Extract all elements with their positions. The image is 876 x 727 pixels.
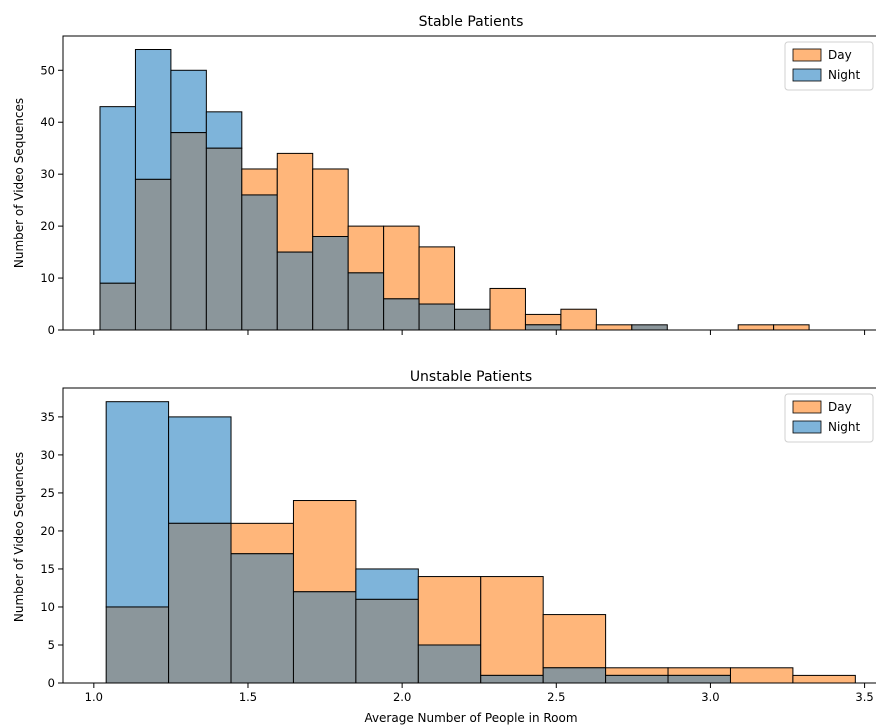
unstable-patients-panel: Unstable Patients Number of Video Sequen…	[12, 369, 876, 725]
histogram-bar-top	[105, 401, 170, 608]
histogram-bar-overlap	[383, 298, 420, 331]
histogram-bar-top	[355, 568, 419, 600]
histogram-bar-overlap	[134, 178, 172, 331]
histogram-bar-top	[170, 69, 207, 134]
histogram-bar-overlap	[347, 272, 385, 331]
y-tick-label: 0	[48, 676, 55, 690]
histogram-bar-top	[729, 667, 794, 684]
histogram-bar-top	[99, 106, 136, 284]
legend: Day Night	[784, 393, 874, 443]
histogram-bar-overlap	[276, 251, 314, 331]
stable-patients-panel: Stable Patients Number of Video Sequence…	[12, 14, 876, 337]
chart-title: Unstable Patients	[410, 369, 532, 385]
tick-layer: 0 5 10 15 20 25 30 35 1.0 1.5 2.0 2.5 3.0 3.5	[40, 410, 873, 704]
histogram-bar-overlap	[355, 598, 419, 684]
histogram-bar-top	[168, 416, 232, 524]
y-tick-label: 50	[40, 63, 55, 77]
chart-title: Stable Patients	[419, 14, 524, 30]
legend-swatch-night	[792, 68, 822, 82]
histogram-bar-top	[205, 111, 243, 149]
legend-label-day: Day	[828, 400, 852, 414]
histogram-bar-overlap	[230, 553, 294, 684]
histogram-bar-overlap	[99, 282, 136, 331]
y-tick-label: 25	[40, 486, 55, 500]
histogram-bar-overlap	[418, 303, 456, 331]
y-tick-label: 20	[40, 219, 55, 233]
histogram-bar-top	[276, 152, 314, 253]
legend-swatch-day	[792, 48, 822, 62]
histogram-bar-overlap	[480, 674, 544, 684]
histogram-bar-overlap	[105, 606, 170, 684]
histogram-bar-overlap	[524, 324, 562, 331]
histogram-bar-overlap	[631, 324, 668, 331]
x-tick-label: 3.0	[701, 690, 719, 704]
histogram-bar-top	[134, 49, 172, 180]
y-axis-label: Number of Video Sequences	[12, 98, 26, 268]
y-tick-label: 30	[40, 448, 55, 462]
plot-frame	[62, 35, 876, 331]
y-tick-label: 40	[40, 115, 55, 129]
histogram-bar-top	[480, 576, 544, 676]
y-tick-label: 10	[40, 600, 55, 614]
histogram-bar-top	[792, 674, 856, 684]
bar-layer	[105, 401, 856, 684]
histogram-bar-overlap	[417, 644, 482, 684]
histogram-bar-overlap	[542, 667, 607, 684]
y-tick-label: 35	[40, 410, 55, 424]
histogram-bar-top	[524, 313, 562, 326]
bar-layer	[99, 49, 810, 331]
histogram-bar-top	[383, 225, 420, 300]
x-axis-label: Average Number of People in Room	[364, 711, 577, 725]
x-tick-label: 1.5	[239, 690, 257, 704]
histogram-bar-overlap	[312, 236, 349, 331]
x-tick-label: 2.0	[393, 690, 411, 704]
histogram-bar-overlap	[454, 308, 491, 331]
y-axis-label: Number of Video Sequences	[12, 452, 26, 622]
histogram-bar-top	[773, 324, 810, 331]
y-tick-label: 0	[48, 323, 55, 337]
x-tick-label: 1.0	[85, 690, 103, 704]
y-tick-label: 30	[40, 167, 55, 181]
x-tick-label: 3.5	[855, 690, 873, 704]
histogram-bar-top	[292, 500, 357, 593]
legend-label-night: Night	[828, 68, 861, 82]
histogram-bar-overlap	[292, 591, 357, 684]
histogram-bar-top	[595, 324, 633, 331]
legend: Day Night	[784, 41, 874, 91]
histogram-bar-overlap	[241, 194, 278, 331]
histogram-bar-top	[417, 576, 482, 646]
histogram-bar-top	[737, 324, 775, 331]
y-tick-label: 10	[40, 271, 55, 285]
y-tick-label: 15	[40, 562, 55, 576]
legend-swatch-day	[792, 400, 822, 414]
histogram-bar-overlap	[170, 132, 207, 331]
legend-swatch-night	[792, 420, 822, 434]
histogram-bar-top	[418, 246, 456, 305]
histogram-bar-top	[241, 168, 278, 196]
histogram-bar-top	[605, 667, 669, 676]
plot-frame	[62, 387, 876, 684]
legend-label-night: Night	[828, 420, 861, 434]
x-tick-label: 2.5	[547, 690, 565, 704]
histogram-bar-top	[312, 168, 349, 238]
histogram-bar-overlap	[168, 522, 232, 684]
tick-layer: 0 10 20 30 40 50	[40, 63, 866, 337]
histogram-bar-top	[347, 225, 385, 274]
histogram-bar-top	[667, 667, 731, 676]
histogram-bar-top	[542, 614, 607, 669]
histogram-bar-overlap	[667, 674, 731, 684]
histogram-bar-top	[560, 308, 597, 331]
histogram-bar-overlap	[605, 674, 669, 684]
y-tick-label: 20	[40, 524, 55, 538]
y-tick-label: 5	[48, 638, 55, 652]
legend-label-day: Day	[828, 48, 852, 62]
histogram-bar-top	[489, 287, 526, 331]
histogram-bar-overlap	[205, 147, 243, 331]
histogram-bar-top	[230, 522, 294, 555]
